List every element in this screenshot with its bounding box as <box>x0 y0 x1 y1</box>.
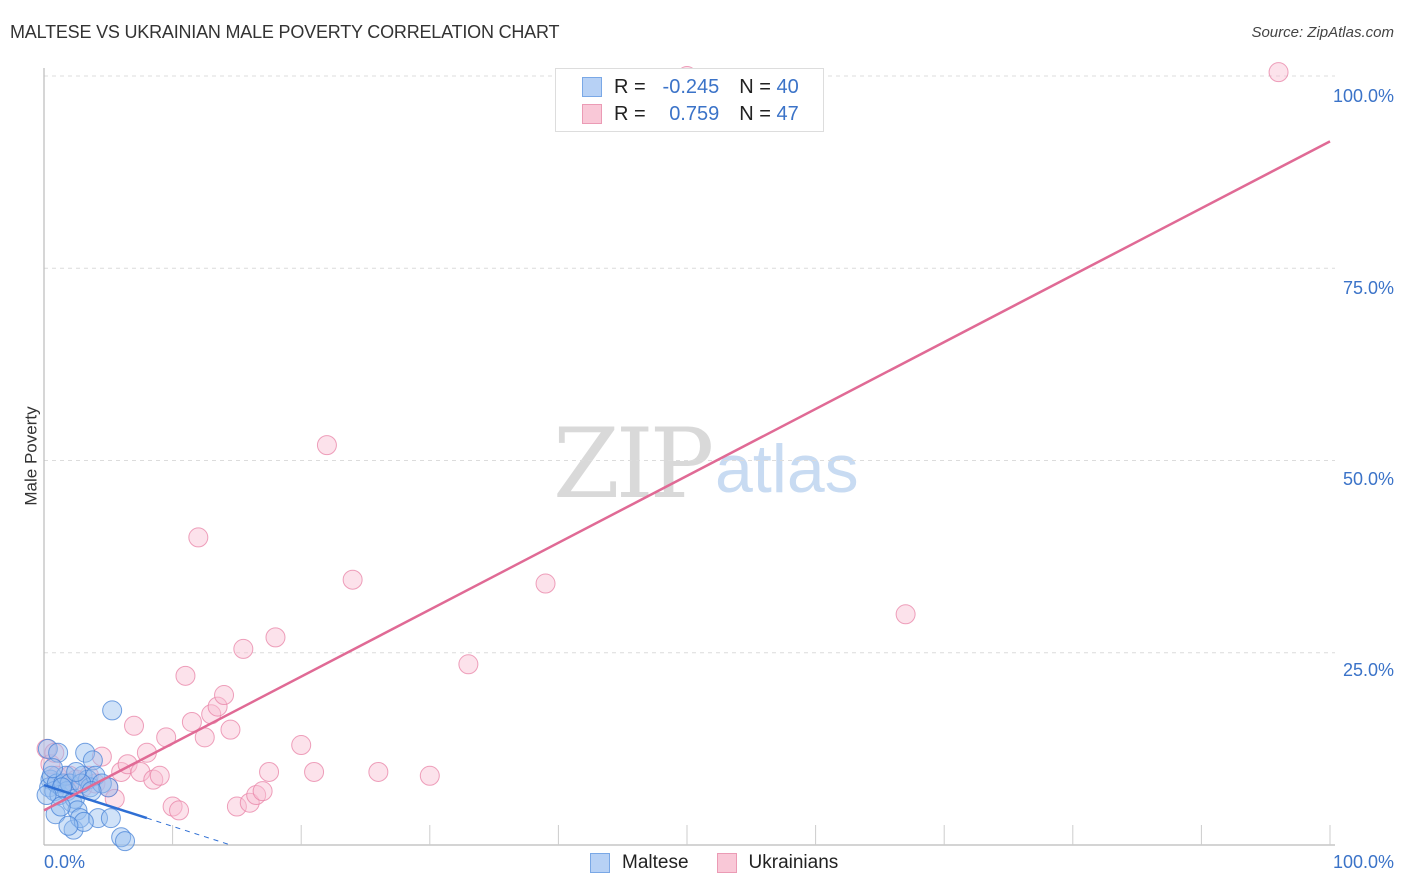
data-point <box>214 685 235 706</box>
data-point <box>265 627 286 648</box>
y-tick-25: 25.0% <box>1342 660 1394 680</box>
data-point <box>342 569 363 590</box>
n-value: 47 <box>776 102 799 125</box>
data-point <box>143 769 164 790</box>
series-legend: Maltese Ukrainians <box>590 852 866 874</box>
y-tick-75: 75.0% <box>1342 278 1394 298</box>
data-point <box>895 604 916 625</box>
data-point <box>102 700 123 721</box>
data-point <box>316 435 337 456</box>
source-label: Source: ZipAtlas.com <box>1251 24 1394 41</box>
ukrainians-swatch-icon <box>582 104 602 124</box>
r-value: -0.245 <box>662 75 720 98</box>
data-point <box>73 811 94 832</box>
n-value: 40 <box>776 75 799 98</box>
data-point <box>175 665 196 686</box>
data-point <box>124 715 145 736</box>
maltese-swatch-icon <box>590 853 610 873</box>
data-point <box>149 765 170 786</box>
data-point <box>37 738 58 759</box>
ukrainians-swatch-icon <box>716 853 737 873</box>
data-point <box>246 785 267 806</box>
n-label: N = <box>739 75 771 98</box>
legend-item-maltese[interactable]: Maltese <box>590 852 689 874</box>
data-point <box>368 761 389 782</box>
data-point <box>252 781 273 802</box>
trendline <box>43 140 1331 812</box>
data-point <box>207 696 228 717</box>
r-value: 0.759 <box>669 102 720 125</box>
n-label: N = <box>739 102 771 125</box>
legend-item-ukrainians[interactable]: Ukrainians <box>716 852 839 874</box>
legend-row-ukrainians: R = 0.759 N = 47 <box>582 102 799 126</box>
data-point <box>58 815 79 836</box>
r-label: R = <box>614 75 646 98</box>
watermark-zip: ZIP <box>553 408 714 520</box>
data-point <box>75 742 96 763</box>
data-point <box>43 758 64 779</box>
data-point <box>233 638 254 659</box>
data-point <box>458 654 479 675</box>
y-axis-label: Male Poverty <box>21 406 41 506</box>
correlation-legend: R = -0.245 N = 40 R = 0.759 N = 47 <box>555 68 824 132</box>
data-point <box>291 735 312 756</box>
data-point <box>82 750 103 771</box>
data-point <box>130 761 151 782</box>
legend-row-maltese: R = -0.245 N = 40 <box>582 75 799 99</box>
watermark-atlas: atlas <box>715 431 859 507</box>
data-point <box>1268 62 1289 83</box>
data-point <box>304 761 325 782</box>
data-point <box>188 527 209 548</box>
data-point <box>115 831 136 852</box>
data-point <box>220 719 241 740</box>
data-point <box>162 796 183 817</box>
r-label: R = <box>614 102 646 125</box>
chart-title: MALTESE VS UKRAINIAN MALE POVERTY CORREL… <box>10 22 560 42</box>
x-tick-0: 0.0% <box>44 852 86 872</box>
data-point <box>239 792 260 813</box>
data-point <box>169 800 190 821</box>
data-point <box>67 800 88 821</box>
data-point <box>181 711 202 732</box>
maltese-swatch-icon <box>582 77 602 97</box>
x-tick-100: 100.0% <box>1332 852 1394 872</box>
data-point <box>48 742 69 763</box>
data-point <box>70 808 91 829</box>
data-point <box>66 761 87 782</box>
data-point <box>226 796 247 817</box>
legend-label-maltese: Maltese <box>622 852 689 873</box>
data-point <box>419 765 440 786</box>
trendline-extension <box>146 817 231 846</box>
trendline <box>43 783 148 820</box>
data-point <box>259 761 280 782</box>
y-tick-50: 50.0% <box>1342 469 1394 489</box>
data-point <box>111 827 132 848</box>
legend-label-ukrainians: Ukrainians <box>748 852 839 873</box>
data-point <box>535 573 556 594</box>
data-point <box>100 808 121 829</box>
y-tick-100: 100.0% <box>1332 86 1394 106</box>
